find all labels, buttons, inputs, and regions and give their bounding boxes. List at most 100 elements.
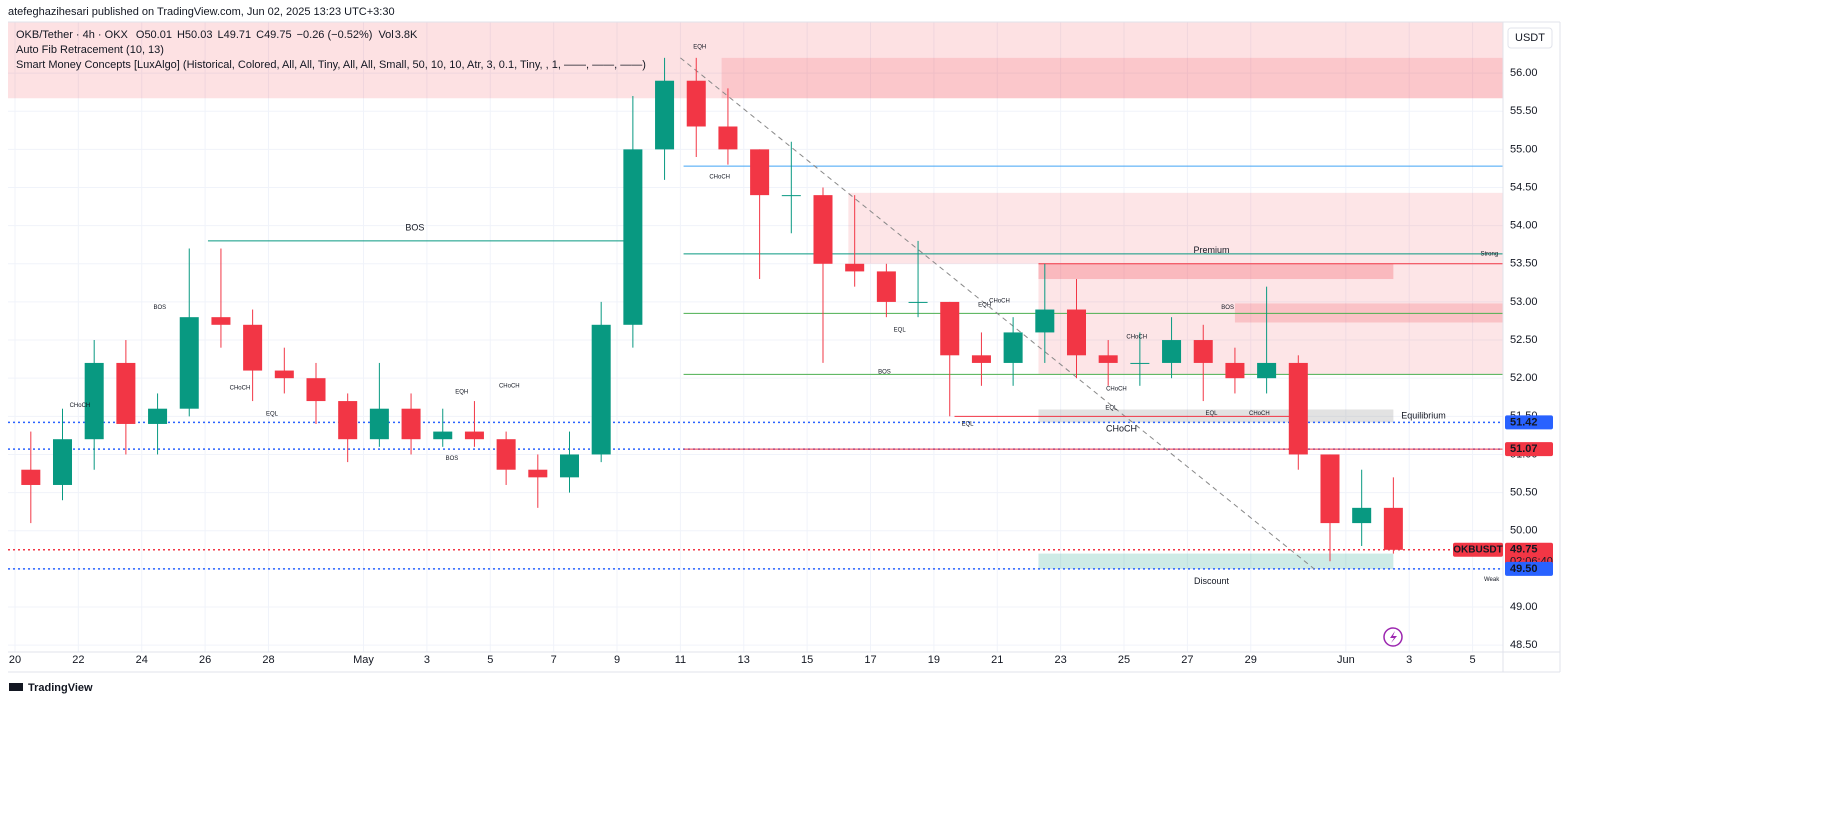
y-tick-label: 53.50 bbox=[1510, 258, 1538, 270]
annotation: CHoCH bbox=[70, 403, 91, 409]
x-tick-label: 26 bbox=[199, 654, 211, 666]
flash-icon[interactable] bbox=[1383, 627, 1403, 647]
ohlc-value: 49.71 bbox=[224, 29, 252, 41]
candle-body bbox=[1035, 309, 1055, 333]
candle-body bbox=[908, 301, 928, 303]
annotation: EQH bbox=[693, 45, 706, 51]
x-tick-label: Jun bbox=[1337, 654, 1355, 666]
currency[interactable]: USDT bbox=[1515, 32, 1545, 44]
symbol-tag-text: OKBUSDT bbox=[1453, 544, 1502, 555]
x-tick-label: 25 bbox=[1118, 654, 1130, 666]
ohlc-key: L bbox=[217, 29, 223, 41]
price-label: 49.75 bbox=[1510, 544, 1538, 556]
currency-box[interactable] bbox=[1507, 27, 1553, 49]
ohlc-value: 50.01 bbox=[144, 29, 172, 41]
candle-body bbox=[781, 195, 801, 197]
x-tick-label: 9 bbox=[614, 654, 620, 666]
x-tick-label: 20 bbox=[9, 654, 21, 666]
annotation: CHoCH bbox=[1126, 335, 1147, 341]
vol-key: Vol bbox=[378, 29, 393, 41]
annotation: Discount bbox=[1194, 576, 1230, 586]
candle-body bbox=[1320, 454, 1340, 524]
annotation: CHoCH bbox=[989, 299, 1010, 305]
change: −0.26 (−0.52%) bbox=[297, 29, 373, 41]
ohlc-key: H bbox=[177, 29, 185, 41]
annotation: Equilibrium bbox=[1401, 411, 1446, 421]
annotation: EQL bbox=[894, 328, 907, 334]
candle-body bbox=[52, 439, 73, 485]
candle-body bbox=[179, 317, 199, 409]
candle-body bbox=[940, 301, 960, 356]
candle-body bbox=[1352, 507, 1372, 524]
indicator: Smart Money Concepts [LuxAlgo] (Historic… bbox=[16, 59, 646, 71]
price-label-box bbox=[1505, 561, 1553, 576]
x-tick-label: 28 bbox=[262, 654, 274, 666]
y-tick-label: 54.50 bbox=[1510, 181, 1538, 193]
indicator: Auto Fib Retracement (10, 13) bbox=[16, 44, 164, 56]
candle-body bbox=[1288, 362, 1308, 455]
annotation: BOS bbox=[446, 456, 459, 462]
annotation: CHoCH bbox=[499, 383, 520, 389]
candle-body bbox=[876, 271, 896, 302]
candle-body bbox=[1098, 355, 1118, 363]
x-tick-label: 3 bbox=[424, 654, 430, 666]
annotation: CHoCH bbox=[230, 386, 251, 392]
x-tick-label: 22 bbox=[72, 654, 84, 666]
price-label: 51.42 bbox=[1510, 416, 1538, 428]
y-tick-label: 56.00 bbox=[1510, 67, 1538, 79]
flash-glyph bbox=[1390, 631, 1397, 643]
x-tick-label: 7 bbox=[551, 654, 557, 666]
y-tick-label: 55.50 bbox=[1510, 105, 1538, 117]
candle-body bbox=[623, 149, 643, 325]
candle-body bbox=[750, 149, 770, 196]
annotation: EQL bbox=[1205, 411, 1218, 417]
candle-body bbox=[591, 324, 611, 455]
candle-body bbox=[338, 401, 358, 440]
ohlc-key: C bbox=[256, 29, 264, 41]
x-tick-label: 13 bbox=[738, 654, 750, 666]
candle-body bbox=[1383, 507, 1403, 550]
candle-body bbox=[369, 408, 389, 440]
candle-body bbox=[528, 469, 548, 478]
x-tick-label: 19 bbox=[928, 654, 940, 666]
y-tick-label: 55.00 bbox=[1510, 143, 1538, 155]
ohlc-key: O bbox=[136, 29, 145, 41]
annotation: BOS bbox=[878, 370, 891, 376]
trend-line bbox=[680, 57, 1315, 570]
annotation: EQL bbox=[266, 412, 279, 418]
candle-body bbox=[845, 263, 865, 272]
footer-brand: TradingView bbox=[28, 682, 93, 694]
x-tick-label: 21 bbox=[991, 654, 1003, 666]
y-tick-label: 52.50 bbox=[1510, 334, 1538, 346]
candle-body bbox=[464, 431, 484, 440]
annotation: Strong bbox=[1481, 251, 1499, 257]
candle-body bbox=[686, 80, 706, 127]
annotation: BOS bbox=[405, 222, 424, 232]
candle-body bbox=[1193, 340, 1213, 363]
candle-body bbox=[116, 362, 136, 424]
symbol: OKB/Tether · 4h · OKX bbox=[16, 29, 129, 41]
candle-body bbox=[243, 324, 263, 371]
publisher: atefeghazihesari published on TradingVie… bbox=[8, 6, 395, 18]
annotation: EQL bbox=[1105, 406, 1118, 412]
candle-body bbox=[496, 439, 516, 470]
y-tick-label: 54.00 bbox=[1510, 220, 1538, 232]
y-tick-label: 49.00 bbox=[1510, 601, 1538, 613]
candle-body bbox=[1003, 332, 1023, 363]
candle-body bbox=[718, 126, 738, 150]
candle-body bbox=[401, 408, 421, 440]
candle-body bbox=[274, 370, 294, 379]
annotation: CHoCH bbox=[709, 174, 730, 180]
ohlc-value: 50.03 bbox=[185, 29, 213, 41]
candle-body bbox=[84, 362, 104, 440]
annotation: Weak bbox=[1484, 577, 1500, 583]
candle-body bbox=[1162, 340, 1182, 363]
x-tick-label: 27 bbox=[1181, 654, 1193, 666]
x-tick-label: 5 bbox=[487, 654, 493, 666]
price-label-box bbox=[1505, 442, 1553, 457]
x-tick-label: 29 bbox=[1245, 654, 1257, 666]
zone bbox=[1038, 263, 1394, 280]
zone bbox=[1038, 553, 1394, 569]
